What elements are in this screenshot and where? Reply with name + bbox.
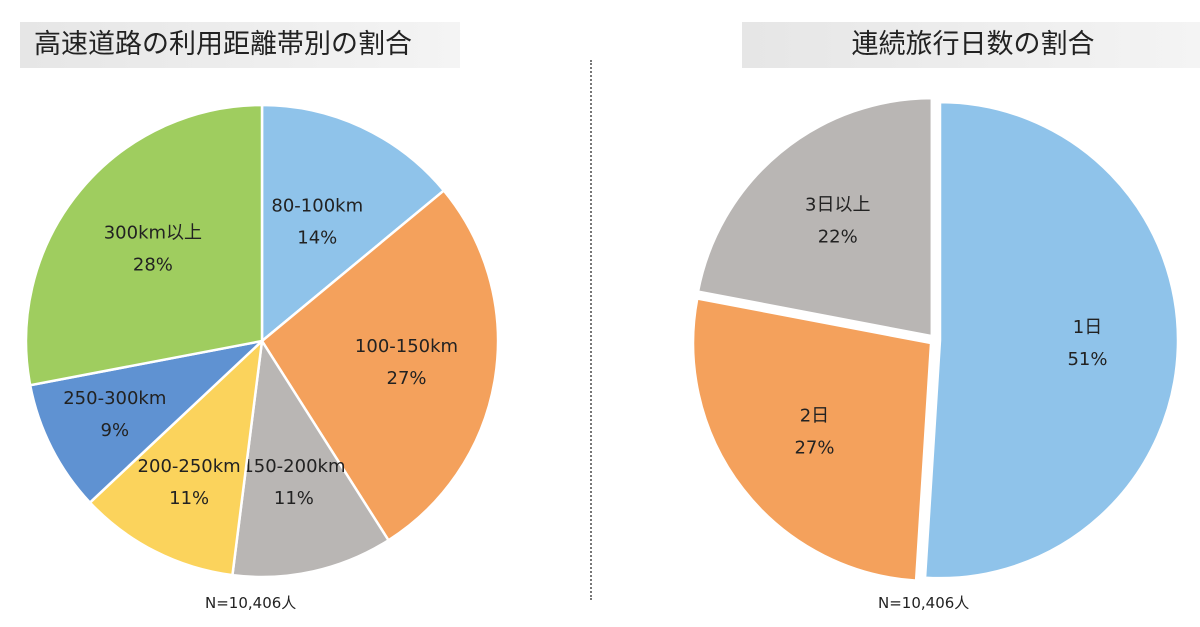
pie-slice xyxy=(28,338,266,505)
slice-value: 27% xyxy=(387,368,427,389)
slice-label: 300km以上 xyxy=(104,223,202,244)
slice-label: 250-300km xyxy=(63,388,166,409)
pie-slice xyxy=(696,96,934,338)
pie-slice xyxy=(24,103,264,387)
slice-value: 11% xyxy=(274,488,314,509)
right-sample-size: N=10,406人 xyxy=(878,594,970,612)
slice-value: 14% xyxy=(297,228,337,249)
pie-slice xyxy=(260,188,500,542)
pie-slice xyxy=(923,100,1180,580)
slice-label: 200-250km xyxy=(138,456,241,477)
slice-value: 28% xyxy=(133,255,173,276)
slice-value: 22% xyxy=(818,226,858,247)
right-chart-title: 連続旅行日数の割合 xyxy=(742,22,1200,68)
slice-label: 3日以上 xyxy=(805,194,870,215)
pie-slice xyxy=(231,337,391,579)
left-sample-size: N=10,406人 xyxy=(205,594,297,612)
left-chart-title: 高速道路の利用距離帯別の割合 xyxy=(20,22,460,68)
slice-label: 2日 xyxy=(800,406,829,427)
pie-slice xyxy=(691,297,933,582)
pie-slice xyxy=(260,103,446,344)
slice-label: 1日 xyxy=(1073,317,1102,338)
slice-value: 51% xyxy=(1067,349,1107,370)
slice-value: 9% xyxy=(101,420,130,441)
pie-slice xyxy=(88,337,264,577)
slice-value: 27% xyxy=(794,438,834,459)
slice-label: 80-100km xyxy=(271,196,363,217)
slice-label: 100-150km xyxy=(355,336,458,357)
slice-value: 11% xyxy=(169,488,209,509)
slice-label: 150-200km xyxy=(242,456,345,477)
divider xyxy=(590,60,592,600)
